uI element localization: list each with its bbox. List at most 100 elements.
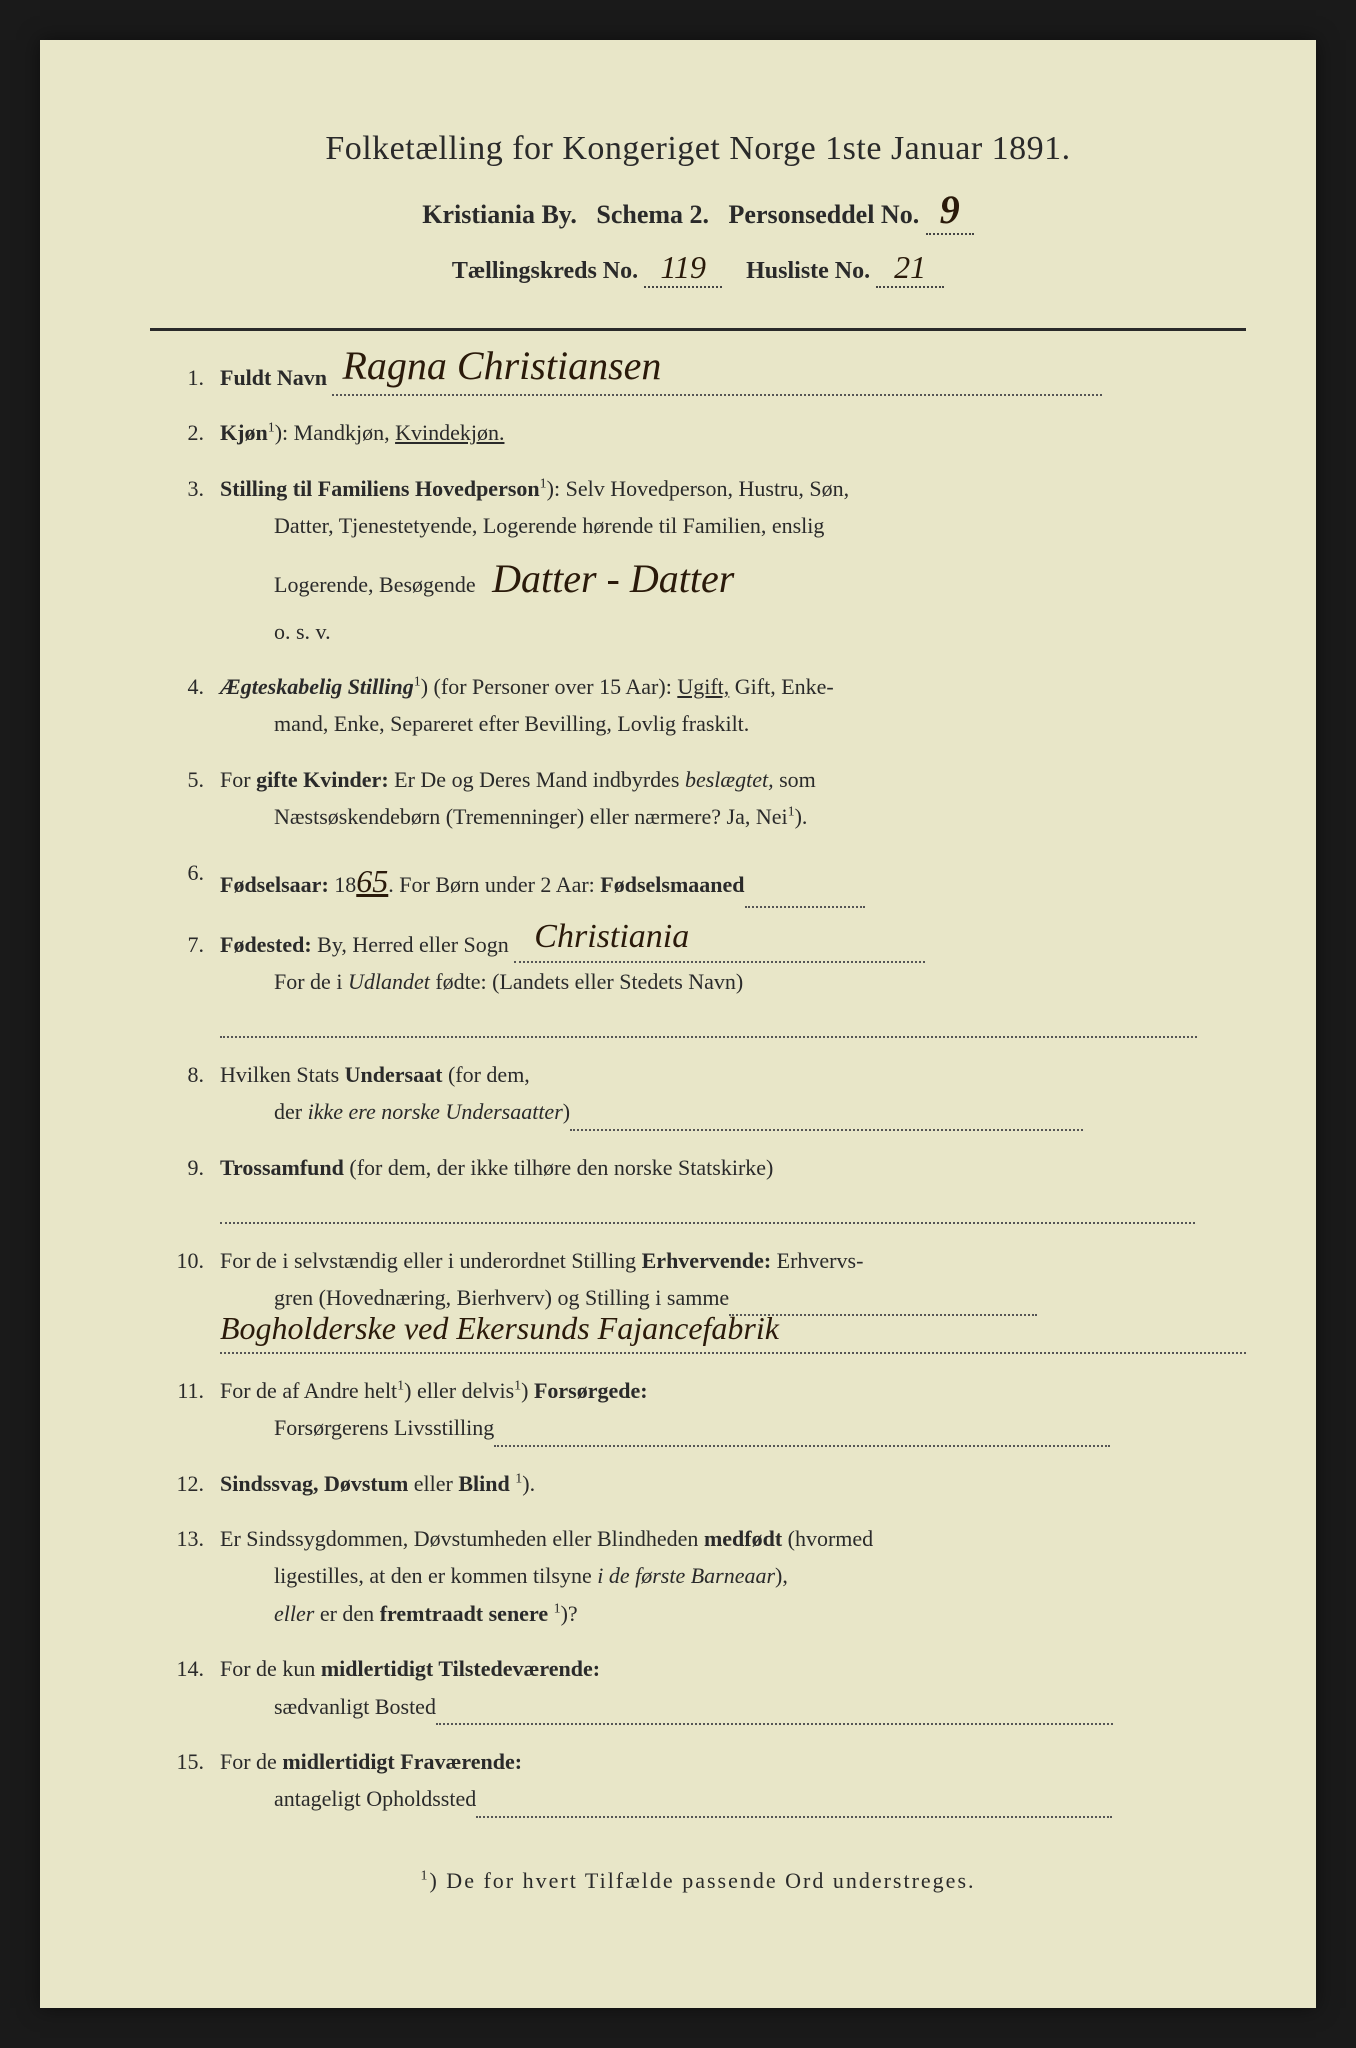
item-7-content: Fødested: By, Herred eller Sogn Christia… <box>220 926 1246 1038</box>
item-4: 4. Ægteskabelig Stilling1) (for Personer… <box>150 668 1246 743</box>
stilling-line4: o. s. v. <box>220 619 331 644</box>
item-9-content: Trossamfund (for dem, der ikke tilhøre d… <box>220 1149 1246 1224</box>
schema-label: Schema 2. <box>596 200 709 229</box>
stilling-label: Stilling til Familiens Hovedperson <box>220 476 540 501</box>
aegteskab-text-a: ) (for Personer over 15 Aar): <box>421 674 678 699</box>
item-11-content: For de af Andre helt1) eller delvis1) Fo… <box>220 1372 1246 1447</box>
item-14-num: 14. <box>150 1650 220 1725</box>
aegteskab-line2: mand, Enke, Separeret efter Bevilling, L… <box>220 711 749 736</box>
erhverv-value: Bogholderske ved Ekersunds Fajancefabrik <box>220 1301 779 1355</box>
forsorg-bold: Forsørgede: <box>534 1378 648 1403</box>
item-13-num: 13. <box>150 1520 220 1632</box>
fodselsaar-label: Fødselsaar: <box>220 872 329 897</box>
item-13: 13. Er Sindssygdommen, Døvstumheden elle… <box>150 1520 1246 1632</box>
erhverv-field2: Bogholderske ved Ekersunds Fajancefabrik <box>220 1330 1246 1354</box>
item-2-num: 2. <box>150 414 220 451</box>
erhverv-bold: Erhvervende: <box>642 1248 772 1273</box>
fodested-italic: Udlandet <box>348 969 430 994</box>
item-8: 8. Hvilken Stats Undersaat (for dem, der… <box>150 1056 1246 1131</box>
husliste-no-value: 21 <box>876 249 944 288</box>
item-4-num: 4. <box>150 668 220 743</box>
gifte-text-a: For <box>220 767 256 792</box>
medfodt-italic: i de første Barneaar <box>597 1563 775 1588</box>
item-1: 1. Fuldt Navn Ragna Christiansen <box>150 359 1246 396</box>
item-7-num: 7. <box>150 926 220 1038</box>
fodested-value: Christiania <box>534 908 689 966</box>
fodested-line2b: fødte: (Landets eller Stedets Navn) <box>430 969 743 994</box>
item-5-num: 5. <box>150 761 220 836</box>
item-2-content: Kjøn1): Mandkjøn, Kvindekjøn. <box>220 414 1246 451</box>
trossamfund-field <box>220 1195 1195 1223</box>
gifte-line2b: ). <box>795 804 808 829</box>
item-3-content: Stilling til Familiens Hovedperson1): Se… <box>220 470 1246 650</box>
stilling-line2: Datter, Tjenestetyende, Logerende hørend… <box>220 513 824 538</box>
item-9: 9. Trossamfund (for dem, der ikke tilhør… <box>150 1149 1246 1224</box>
medfodt-bold2: fremtraadt senere <box>380 1601 548 1626</box>
stilling-line1: ): Selv Hovedperson, Hustru, Søn, <box>547 476 849 501</box>
husliste-label: Husliste No. <box>746 258 870 284</box>
item-14-content: For de kun midlertidigt Tilstedeværende:… <box>220 1650 1246 1725</box>
item-7: 7. Fødested: By, Herred eller Sogn Chris… <box>150 926 1246 1038</box>
kreds-no-value: 119 <box>644 249 722 288</box>
forsorg-line2: Forsørgerens Livsstilling <box>220 1415 494 1440</box>
trossamfund-text: (for dem, der ikke tilhøre den norske St… <box>344 1155 773 1180</box>
medfodt-sup: 1 <box>554 1601 561 1616</box>
item-15-content: For de midlertidigt Fraværende: antageli… <box>220 1743 1246 1818</box>
item-3: 3. Stilling til Familiens Hovedperson1):… <box>150 470 1246 650</box>
sinds-bold: Sindssvag, Døvstum <box>220 1471 408 1496</box>
tilstede-field <box>436 1701 1113 1725</box>
item-12-num: 12. <box>150 1465 220 1502</box>
gifte-text-b: Er De og Deres Mand indbyrdes <box>389 767 685 792</box>
year-prefix: 18 <box>329 872 357 897</box>
kjon-sup: 1 <box>268 421 275 436</box>
item-1-num: 1. <box>150 359 220 396</box>
fravaer-line2: antageligt Opholdssted <box>220 1786 476 1811</box>
main-title: Folketælling for Kongeriget Norge 1ste J… <box>150 130 1246 168</box>
fodselsmaaned-label: Fødselsmaaned <box>600 872 744 897</box>
aegteskab-sup: 1 <box>414 675 421 690</box>
medfodt-line3c: )? <box>561 1601 578 1626</box>
medfodt-line2b: ), <box>775 1563 788 1588</box>
fodested-line2a: For de i <box>220 969 348 994</box>
medfodt-text-b: (hvormed <box>782 1526 873 1551</box>
item-15-num: 15. <box>150 1743 220 1818</box>
footnote: 1) De for hvert Tilfælde passende Ord un… <box>150 1868 1246 1894</box>
medfodt-line3a: eller <box>220 1601 314 1626</box>
sinds-text-b: ). <box>522 1471 535 1496</box>
aegteskab-selected: Ugift, <box>677 674 729 699</box>
item-6-content: Fødselsaar: 1865. For Børn under 2 Aar: … <box>220 854 1246 908</box>
item-2: 2. Kjøn1): Mandkjøn, Kvindekjøn. <box>150 414 1246 451</box>
subtitle-line: Kristiania By. Schema 2. Personseddel No… <box>150 186 1246 235</box>
item-3-num: 3. <box>150 470 220 650</box>
item-11: 11. For de af Andre helt1) eller delvis1… <box>150 1372 1246 1447</box>
header-divider <box>150 328 1246 331</box>
fodested-blank-line <box>220 1010 1197 1038</box>
forsorg-field <box>494 1423 1110 1447</box>
city-label: Kristiania By. <box>422 200 577 229</box>
name-field: Ragna Christiansen <box>332 372 1102 396</box>
undersaat-bold: Undersaat <box>345 1062 443 1087</box>
kreds-line: Tællingskreds No. 119 Husliste No. 21 <box>150 249 1246 288</box>
kjon-selected: Kvindekjøn. <box>395 420 504 445</box>
undersaat-line2a: der <box>220 1099 308 1124</box>
stilling-line3a: Logerende, Besøgende <box>220 572 476 597</box>
item-12-content: Sindssvag, Døvstum eller Blind 1). <box>220 1465 1246 1502</box>
fodsels-text-mid: . For Børn under 2 Aar: <box>388 872 600 897</box>
item-8-num: 8. <box>150 1056 220 1131</box>
item-8-content: Hvilken Stats Undersaat (for dem, der ik… <box>220 1056 1246 1131</box>
maaned-field <box>745 884 865 908</box>
item-11-num: 11. <box>150 1372 220 1447</box>
sinds-text-a: eller <box>408 1471 458 1496</box>
medfodt-text-a: Er Sindssygdommen, Døvstumheden eller Bl… <box>220 1526 704 1551</box>
fodested-label: Fødested: <box>220 932 312 957</box>
fodested-text-a: By, Herred eller Sogn <box>312 932 509 957</box>
tilstede-line2: sædvanligt Bosted <box>220 1694 436 1719</box>
item-10-content: For de i selvstændig eller i underordnet… <box>220 1242 1246 1354</box>
undersaat-field <box>570 1107 1083 1131</box>
personseddel-label: Personseddel No. <box>729 200 920 229</box>
trossamfund-bold: Trossamfund <box>220 1155 344 1180</box>
item-5-content: For gifte Kvinder: Er De og Deres Mand i… <box>220 761 1246 836</box>
medfodt-line2a: ligestilles, at den er kommen tilsyne <box>220 1563 597 1588</box>
fodested-field: Christiania <box>514 939 924 963</box>
gifte-text-c: som <box>774 767 816 792</box>
